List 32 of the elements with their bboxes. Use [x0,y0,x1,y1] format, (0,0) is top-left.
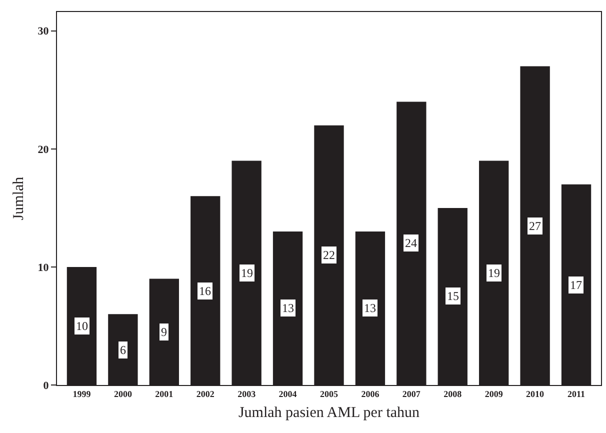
y-tick-label: 20 [38,144,50,156]
data-label: 19 [488,266,500,280]
data-label: 19 [241,266,253,280]
data-label: 13 [282,301,294,315]
y-axis-title: Jumlah [11,176,28,220]
x-tick-label: 2004 [278,388,298,399]
x-tick-label: 2000 [114,388,132,399]
x-tick-label: 2001 [155,388,174,399]
data-label: 10 [76,319,88,333]
data-label: 16 [199,284,211,298]
x-tick-label: 2009 [484,388,504,399]
x-axis-title: Jumlah pasien AML per tahun [238,404,420,421]
x-tick-label: 2002 [196,388,215,399]
x-tick-label: 2007 [402,388,421,399]
data-label: 6 [120,343,126,357]
y-tick-label: 30 [38,26,50,38]
data-label: 13 [364,301,376,315]
data-label: 24 [405,236,417,250]
y-tick-label: 10 [38,262,50,274]
x-tick-label: 2010 [526,388,545,399]
x-tick-label: 2003 [238,388,256,399]
x-tick-label: 1999 [72,388,92,399]
x-tick-label: 2005 [320,388,338,399]
y-tick-label: 0 [43,380,50,392]
data-label: 22 [323,248,335,262]
data-label: 17 [570,278,582,292]
data-label: 9 [161,325,167,339]
data-label: 27 [529,219,541,233]
data-label: 15 [447,289,459,303]
x-tick-label: 2011 [568,388,586,399]
x-tick-label: 2008 [444,388,462,399]
x-tick-label: 2006 [361,388,380,399]
